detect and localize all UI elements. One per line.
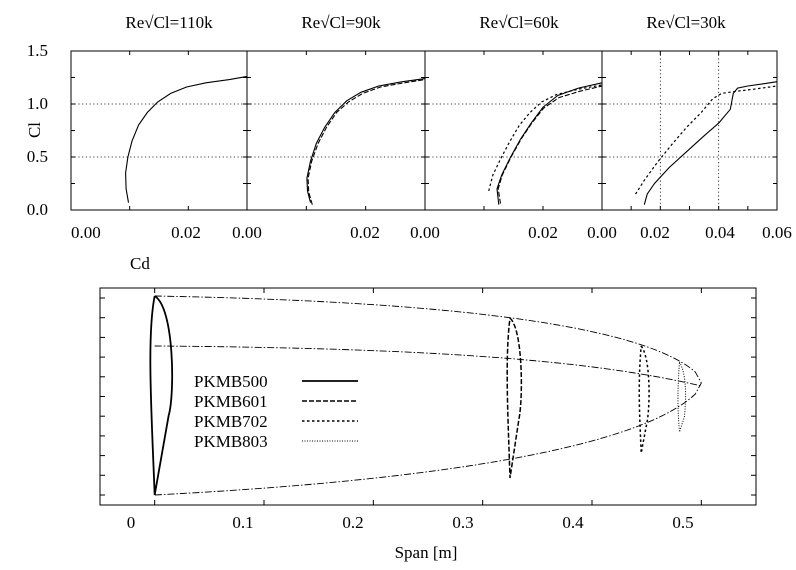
span-tick-label: 0.4 — [562, 513, 584, 532]
x-tick-label: 0.02 — [640, 223, 670, 242]
panel-re-90k — [246, 50, 426, 211]
series-solid-line — [125, 75, 248, 203]
panel-frame — [70, 50, 248, 211]
span-tick-label: 0 — [127, 513, 136, 532]
series-dotted-line — [488, 84, 603, 192]
y-tick-label: 1.0 — [27, 94, 48, 113]
span-tick-label: 0.2 — [342, 513, 363, 532]
panel-frame — [246, 50, 426, 211]
panel-title-110k: Re√Cl=110k — [125, 13, 213, 32]
series-dashed-line — [497, 85, 603, 204]
y-tick-label: 0.5 — [27, 147, 48, 166]
legend-label-pkmb500: PKMB500 — [194, 372, 268, 391]
legend: PKMB500 PKMB601 PKMB702 PKMB803 — [194, 372, 358, 451]
legend-label-pkmb601: PKMB601 — [194, 392, 268, 411]
span-axis-title: Span [m] — [395, 543, 458, 562]
x-tick-label: 0.02 — [350, 223, 380, 242]
x-tick-label: 0.00 — [71, 223, 101, 242]
y-tick-label: 1.5 — [27, 41, 48, 60]
panel-re-110k — [70, 50, 248, 211]
planform-panel — [99, 287, 757, 506]
span-tick-label: 0.5 — [672, 513, 693, 532]
x-tick-label: 0.04 — [705, 223, 735, 242]
x-tick-label: 0.06 — [762, 223, 792, 242]
series-dashed-line — [307, 79, 426, 205]
series-dotted-line — [634, 85, 778, 195]
x-tick-label: 0.00 — [410, 223, 440, 242]
legend-label-pkmb803: PKMB803 — [194, 432, 268, 451]
y-axis-title: Cl — [25, 122, 44, 138]
series-solid-line — [643, 81, 778, 205]
x-tick-label: 0.00 — [232, 223, 262, 242]
panel-re-30k — [601, 50, 778, 211]
panel-frame — [601, 50, 778, 211]
x-axis-title: Cd — [130, 254, 150, 273]
x-tick-label: 0.00 — [587, 223, 617, 242]
series-solid-line — [306, 78, 426, 203]
series-solid-line — [496, 82, 603, 205]
panel-title-90k: Re√Cl=90k — [301, 13, 381, 32]
quarter-chord-line — [154, 345, 702, 387]
section-pkmb803 — [677, 361, 687, 433]
panel-frame — [424, 50, 603, 211]
panel-title-30k: Re√Cl=30k — [646, 13, 726, 32]
panel-re-60k — [424, 50, 603, 211]
section-pkmb702 — [638, 345, 650, 454]
section-pkmb601 — [506, 317, 523, 479]
legend-label-pkmb702: PKMB702 — [194, 412, 268, 431]
planform-outline — [154, 295, 702, 496]
panel-title-60k: Re√Cl=60k — [479, 13, 559, 32]
x-tick-label: 0.02 — [171, 223, 201, 242]
span-tick-label: 0.3 — [452, 513, 473, 532]
section-pkmb500 — [149, 295, 174, 496]
span-tick-label: 0.1 — [232, 513, 253, 532]
x-tick-label: 0.02 — [528, 223, 558, 242]
y-tick-label: 0.0 — [27, 200, 48, 219]
